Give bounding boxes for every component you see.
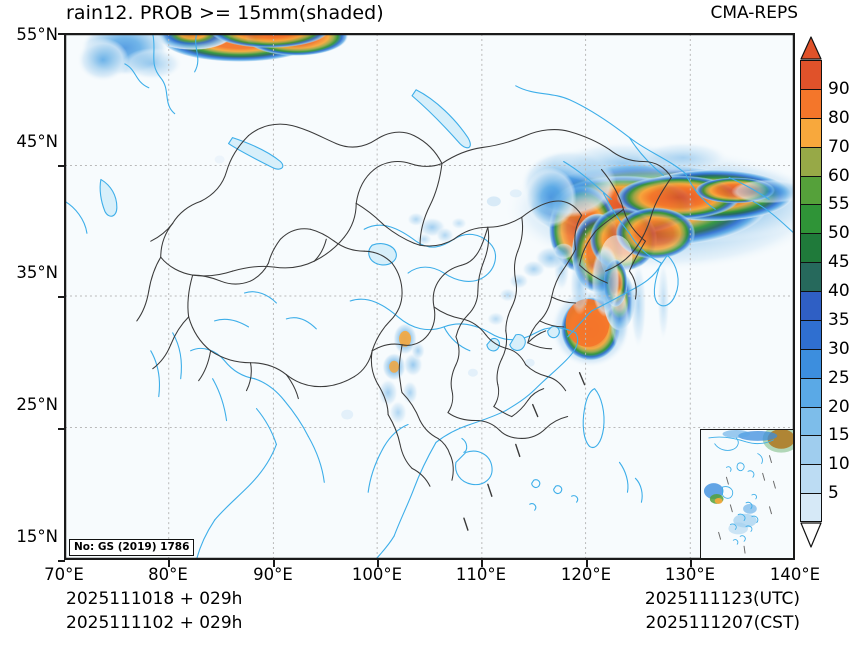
- colorbar-band: [800, 60, 822, 89]
- colorbar-tick-label: 15: [828, 425, 850, 446]
- footer-valid-time-utc: 2025111123(UTC): [644, 589, 800, 609]
- x-axis-tick-mark: [168, 560, 170, 567]
- colorbar-tick-label: 55: [828, 194, 850, 215]
- map-canvas: [65, 34, 794, 559]
- footer-valid-time-cst: 2025111207(CST): [645, 613, 800, 633]
- colorbar[interactable]: 5 10 15 20 25 30 35 40 45 50 55 60 70 80 90: [800, 36, 850, 548]
- colorbar-tick-label: 45: [828, 252, 850, 273]
- x-axis-tick-label: 130°E: [664, 565, 716, 584]
- y-axis-tick-label: 35°N: [16, 263, 58, 282]
- colorbar-bottom-arrow: [800, 522, 822, 548]
- colorbar-tick-label: 70: [828, 136, 850, 157]
- page-title: rain12. PROB >= 15mm(shaded): [66, 2, 384, 24]
- gridlines: [65, 34, 794, 559]
- colorbar-tick-label: 80: [828, 107, 850, 128]
- colorbar-band: [800, 464, 822, 494]
- nine-dash-line: [463, 372, 586, 531]
- colorbar-tick-label: 35: [828, 309, 850, 330]
- colorbar-band: [800, 319, 822, 349]
- colorbar-band: [800, 377, 822, 407]
- colorbar-band: [800, 88, 822, 118]
- inset-canvas: [701, 430, 793, 558]
- colorbar-band: [800, 117, 822, 147]
- colorbar-band: [800, 493, 822, 522]
- y-axis-tick-mark: [58, 560, 65, 562]
- colorbar-tick-label: 25: [828, 367, 850, 388]
- y-axis-tick-mark: [58, 296, 65, 298]
- x-axis-tick-mark: [690, 560, 692, 567]
- hydrography: [65, 34, 794, 559]
- map-credit-stamp: No: GS (2019) 1786: [69, 539, 195, 556]
- colorbar-tick-label: 5: [828, 483, 839, 504]
- y-axis-tick-mark: [58, 33, 65, 35]
- x-axis-tick-label: 80°E: [148, 565, 188, 584]
- x-axis-tick-label: 100°E: [351, 565, 403, 584]
- x-axis-tick-label: 90°E: [253, 565, 293, 584]
- x-axis-tick-label: 70°E: [44, 565, 84, 584]
- south-china-sea-inset[interactable]: [700, 429, 794, 559]
- x-axis-tick-label: 110°E: [455, 565, 507, 584]
- model-label: CMA-REPS: [710, 3, 798, 23]
- colorbar-band: [800, 291, 822, 320]
- colorbar-band: [800, 146, 822, 176]
- x-axis-tick-label: 120°E: [560, 565, 612, 584]
- colorbar-band: [800, 233, 822, 263]
- x-axis-tick-mark: [273, 560, 275, 567]
- precipitation-shading: [76, 34, 794, 425]
- colorbar-tick-label: 60: [828, 165, 850, 186]
- y-axis-tick-mark: [58, 428, 65, 430]
- y-axis-tick-label: 55°N: [16, 25, 58, 44]
- y-axis-tick-label: 15°N: [16, 527, 58, 546]
- colorbar-tick-label: 20: [828, 396, 850, 417]
- x-axis-tick-label: 140°E: [769, 565, 821, 584]
- colorbar-band: [800, 204, 822, 234]
- colorbar-tick-label: 90: [828, 78, 850, 99]
- x-axis-tick-mark: [481, 560, 483, 567]
- x-axis-tick-mark: [377, 560, 379, 567]
- coast-speckle: [486, 243, 574, 326]
- colorbar-band: [800, 262, 822, 291]
- colorbar-top-arrow: [800, 36, 822, 60]
- y-axis-tick-label: 45°N: [16, 132, 58, 151]
- footer-init-time-cst: 2025111102 + 029h: [66, 613, 243, 633]
- colorbar-band: [800, 348, 822, 378]
- x-axis-tick-mark: [586, 560, 588, 567]
- map-plot-area[interactable]: No: GS (2019) 1786: [64, 33, 795, 560]
- colorbar-tick-label: 30: [828, 338, 850, 359]
- colorbar-band: [800, 175, 822, 205]
- colorbar-tick-label: 40: [828, 281, 850, 301]
- colorbar-tick-label: 50: [828, 223, 850, 244]
- footer-init-time-utc: 2025111018 + 029h: [66, 589, 243, 609]
- y-axis-tick-mark: [58, 165, 65, 167]
- colorbar-band: [800, 435, 822, 465]
- misc-specks: [214, 155, 535, 420]
- y-axis-tick-label: 25°N: [16, 395, 58, 414]
- administrative-boundaries: [136, 123, 672, 487]
- colorbar-band: [800, 406, 822, 436]
- colorbar-tick-label: 10: [828, 454, 850, 475]
